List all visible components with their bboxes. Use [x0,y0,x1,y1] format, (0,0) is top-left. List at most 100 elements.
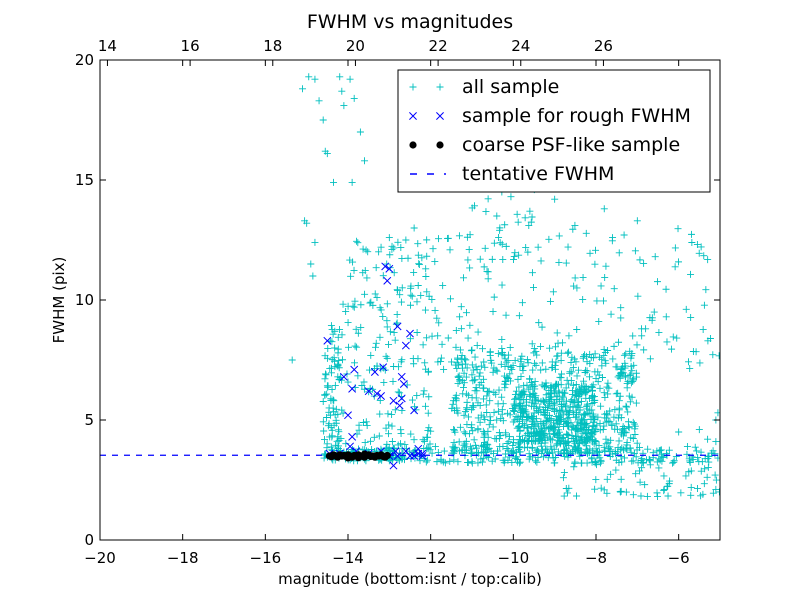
data-point [352,325,360,333]
data-point [521,431,529,439]
data-point [323,336,332,345]
data-point [599,297,607,305]
data-point [688,239,696,247]
x-tick-label: −6 [668,549,690,567]
data-point [693,240,701,248]
data-point [600,422,608,430]
data-point [644,445,652,453]
data-point [579,419,587,427]
data-point [528,340,536,348]
data-point [595,317,603,325]
data-point [474,328,482,336]
data-point [626,371,634,379]
data-point [521,444,529,452]
data-point [584,435,592,443]
data-point [569,381,577,389]
data-point [407,291,415,299]
data-point [493,212,501,220]
data-point [420,454,428,462]
data-point [555,232,563,240]
data-point [493,416,501,424]
data-point [712,476,720,484]
data-point [599,425,607,433]
data-point [592,476,600,484]
data-point [354,239,362,247]
data-point [562,484,570,492]
data-point [499,255,507,263]
data-point [515,459,523,467]
data-point [495,434,503,442]
data-point [709,489,717,497]
data-point [495,386,503,394]
data-point [556,414,564,422]
top-tick-label: 14 [98,37,117,55]
data-point [381,366,389,374]
data-point [396,291,404,299]
data-point [528,213,536,221]
data-point [397,394,406,403]
data-point [518,299,526,307]
data-point [622,402,630,410]
data-point [489,308,497,316]
data-point [600,443,608,451]
data-point [624,408,632,416]
data-point [504,374,512,382]
data-point [353,343,361,351]
data-point [466,321,474,329]
data-point [385,340,393,348]
data-point [607,436,615,444]
data-point [344,454,352,462]
data-point [330,178,338,186]
data-point [703,473,711,481]
data-point [492,390,500,398]
data-point [580,416,588,424]
data-point [567,397,575,405]
data-point [602,435,610,443]
data-point [477,411,485,419]
data-point [524,359,532,367]
data-point [533,458,541,466]
data-point [525,455,533,463]
data-point [363,422,371,430]
data-point [576,406,584,414]
data-point [496,239,504,247]
data-point [616,488,624,496]
data-point [425,424,433,432]
data-point [299,85,307,93]
data-point [389,396,398,405]
data-point [634,292,642,300]
data-point [697,243,705,251]
data-point [646,355,654,363]
data-point [388,438,396,446]
data-point [517,355,525,363]
data-point [357,301,365,309]
x-axis-label: magnitude (bottom:isnt / top:calib) [278,570,542,588]
data-point [542,379,550,387]
data-point [556,412,564,420]
data-point [687,483,695,491]
data-point [646,314,654,322]
data-point [490,408,498,416]
data-point [550,426,558,434]
data-point [596,384,604,392]
data-point [379,272,387,280]
data-point [319,418,327,426]
data-point [324,382,332,390]
data-point [583,403,591,411]
y-tick-label: 0 [84,531,94,549]
data-point [503,373,511,381]
data-point [538,450,546,458]
data-point [712,438,720,446]
data-point [396,440,404,448]
data-point [383,323,391,331]
data-point [537,257,545,265]
data-point [426,440,434,448]
data-point [588,455,596,463]
data-point [486,351,494,359]
data-point [336,325,344,333]
data-point [693,447,701,455]
data-point [633,217,641,225]
series-coarse-psf [325,450,391,462]
data-point [712,485,720,493]
data-point [366,437,374,445]
